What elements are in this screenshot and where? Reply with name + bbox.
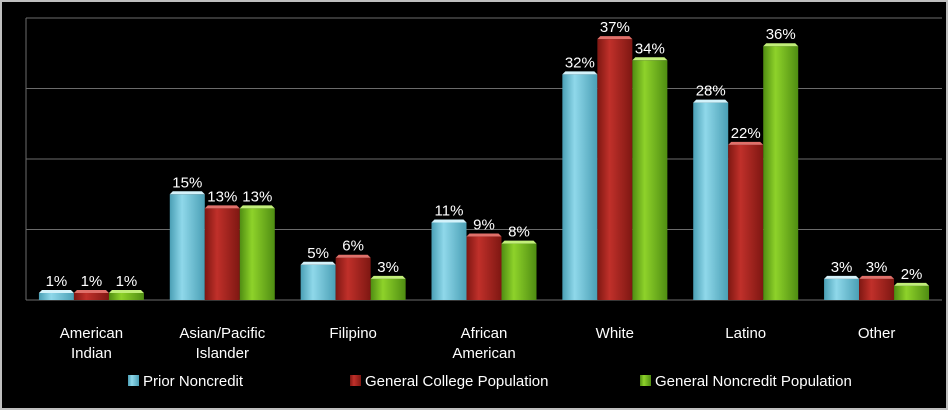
x-tick-label: Filipino — [329, 325, 377, 342]
bar-top-bevel — [859, 275, 895, 279]
bar-top-bevel — [169, 191, 205, 195]
x-tick-label: American — [452, 345, 515, 362]
data-label: 13% — [242, 188, 272, 205]
x-tick-label: American — [60, 325, 123, 342]
data-label: 13% — [207, 188, 237, 205]
x-tick-label: Other — [858, 325, 896, 342]
x-tick-label: Latino — [725, 325, 766, 342]
data-label: 5% — [307, 245, 329, 262]
bar-general-college-population — [728, 144, 764, 300]
bar-general-noncredit-population — [763, 46, 799, 301]
legend-swatch — [350, 375, 361, 386]
legend-label: General Noncredit Population — [655, 373, 852, 390]
bar-general-college-population — [335, 257, 371, 300]
x-tick-label: Asian/Pacific — [179, 325, 265, 342]
bar-top-bevel — [693, 99, 729, 103]
data-label: 34% — [635, 40, 665, 57]
bar-prior-noncredit — [169, 194, 205, 300]
bar-general-noncredit-population — [239, 208, 275, 300]
bar-top-bevel — [466, 233, 502, 237]
bar-top-bevel — [728, 141, 764, 145]
data-label: 15% — [172, 174, 202, 191]
bar-top-bevel — [239, 205, 275, 209]
legend-label: Prior Noncredit — [143, 373, 244, 390]
data-label: 3% — [377, 259, 399, 276]
bars — [38, 36, 930, 301]
legend-label: General College Population — [365, 373, 548, 390]
bar-prior-noncredit — [693, 102, 729, 300]
x-tick-label: White — [596, 325, 634, 342]
data-labels: 1% 1% 1% 15% 13% 13% 5% 6% 3% 11% 9% 8% 32% 37% 34% 28%… — [46, 19, 923, 290]
legend-swatch — [128, 375, 139, 386]
bar-prior-noncredit — [431, 222, 467, 300]
bar-prior-noncredit — [562, 74, 598, 301]
legend: Prior Noncredit General College Populatio… — [128, 373, 852, 390]
data-label: 1% — [46, 273, 68, 290]
bar-top-bevel — [824, 275, 860, 279]
bar-general-noncredit-population — [501, 243, 537, 300]
data-label: 3% — [866, 259, 888, 276]
bar-top-bevel — [335, 254, 371, 258]
bar-general-noncredit-population — [108, 292, 144, 300]
bar-prior-noncredit — [38, 292, 74, 300]
bar-general-college-population — [859, 278, 895, 300]
data-label: 28% — [696, 83, 726, 100]
bar-general-college-population — [73, 292, 109, 300]
data-label: 2% — [901, 266, 923, 283]
bar-top-bevel — [632, 57, 668, 61]
data-label: 6% — [342, 238, 364, 255]
data-label: 32% — [565, 54, 595, 71]
x-tick-label: Islander — [196, 345, 249, 362]
legend-swatch — [640, 375, 651, 386]
data-label: 22% — [731, 125, 761, 142]
data-label: 11% — [435, 202, 464, 219]
bar-top-bevel — [38, 289, 74, 293]
bar-top-bevel — [370, 275, 406, 279]
bar-top-bevel — [204, 205, 240, 209]
data-label: 36% — [766, 26, 796, 43]
bar-top-bevel — [108, 289, 144, 293]
bar-prior-noncredit — [300, 264, 336, 300]
bar-top-bevel — [763, 43, 799, 47]
data-label: 1% — [81, 273, 103, 290]
bar-top-bevel — [431, 219, 467, 223]
x-tick-label: African — [461, 325, 508, 342]
data-label: 8% — [508, 224, 530, 241]
data-label: 3% — [831, 259, 853, 276]
data-label: 9% — [473, 217, 495, 234]
bar-general-noncredit-population — [894, 285, 930, 300]
bar-prior-noncredit — [824, 278, 860, 300]
bar-general-noncredit-population — [632, 60, 668, 300]
bar-top-bevel — [894, 282, 930, 286]
bar-top-bevel — [597, 36, 633, 40]
data-label: 37% — [600, 19, 630, 36]
data-label: 1% — [116, 273, 138, 290]
bar-general-college-population — [597, 39, 633, 301]
x-tick-label: Indian — [71, 345, 112, 362]
bar-top-bevel — [562, 71, 598, 75]
bar-general-college-population — [466, 236, 502, 300]
bar-top-bevel — [73, 289, 109, 293]
bar-top-bevel — [300, 261, 336, 265]
bar-general-college-population — [204, 208, 240, 300]
x-axis-tick-labels: American Indian Asian/Pacific Islander Filip… — [60, 325, 896, 362]
bar-top-bevel — [501, 240, 537, 244]
bar-general-noncredit-population — [370, 278, 406, 300]
